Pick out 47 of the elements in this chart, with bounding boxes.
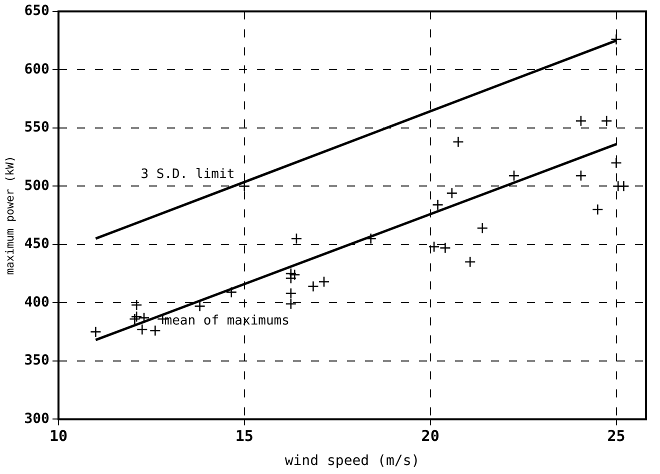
y-tick-label: 350: [24, 352, 50, 369]
point: [318, 276, 330, 288]
point: [138, 312, 150, 324]
point: [150, 325, 161, 336]
point: [440, 242, 451, 254]
y-tick-label: 450: [24, 236, 50, 252]
point: [365, 232, 376, 244]
point: [285, 298, 297, 310]
annotation: 3 S.D. limit: [140, 166, 235, 182]
point: [290, 232, 302, 244]
point: [592, 204, 604, 216]
point: [285, 288, 297, 300]
point: [285, 272, 297, 284]
point: [90, 326, 102, 338]
point: [575, 115, 587, 127]
point: [432, 199, 444, 210]
point: [308, 280, 319, 292]
point: [194, 300, 206, 312]
point: [446, 188, 458, 199]
point: [508, 170, 520, 182]
x-tick-label: 10: [49, 427, 68, 446]
point: [452, 136, 464, 148]
point: [610, 34, 622, 46]
y-tick-label: 500: [24, 178, 50, 194]
point: [428, 241, 440, 252]
y-tick-label: 550: [24, 120, 50, 136]
point: [130, 311, 142, 322]
point: [136, 324, 148, 336]
point: [226, 286, 238, 298]
y-tick-label: 600: [24, 61, 50, 78]
point: [130, 299, 142, 311]
x-tick-label: 20: [421, 427, 440, 446]
point: [610, 157, 622, 169]
point: [575, 170, 587, 182]
y-tick-label: 650: [24, 3, 50, 20]
point: [464, 256, 476, 268]
y-tick-label: 400: [24, 294, 50, 310]
point: [288, 269, 300, 280]
x-tick-label: 25: [607, 427, 626, 446]
point: [618, 180, 630, 192]
y-tick-label: 300: [24, 410, 50, 427]
point: [476, 222, 488, 234]
x-tick-label: 15: [235, 427, 254, 446]
x-axis-title: wind speed (m/s): [284, 453, 420, 470]
y-axis-title: maximum power (kW): [3, 156, 16, 275]
point: [129, 313, 140, 325]
point: [600, 115, 612, 127]
